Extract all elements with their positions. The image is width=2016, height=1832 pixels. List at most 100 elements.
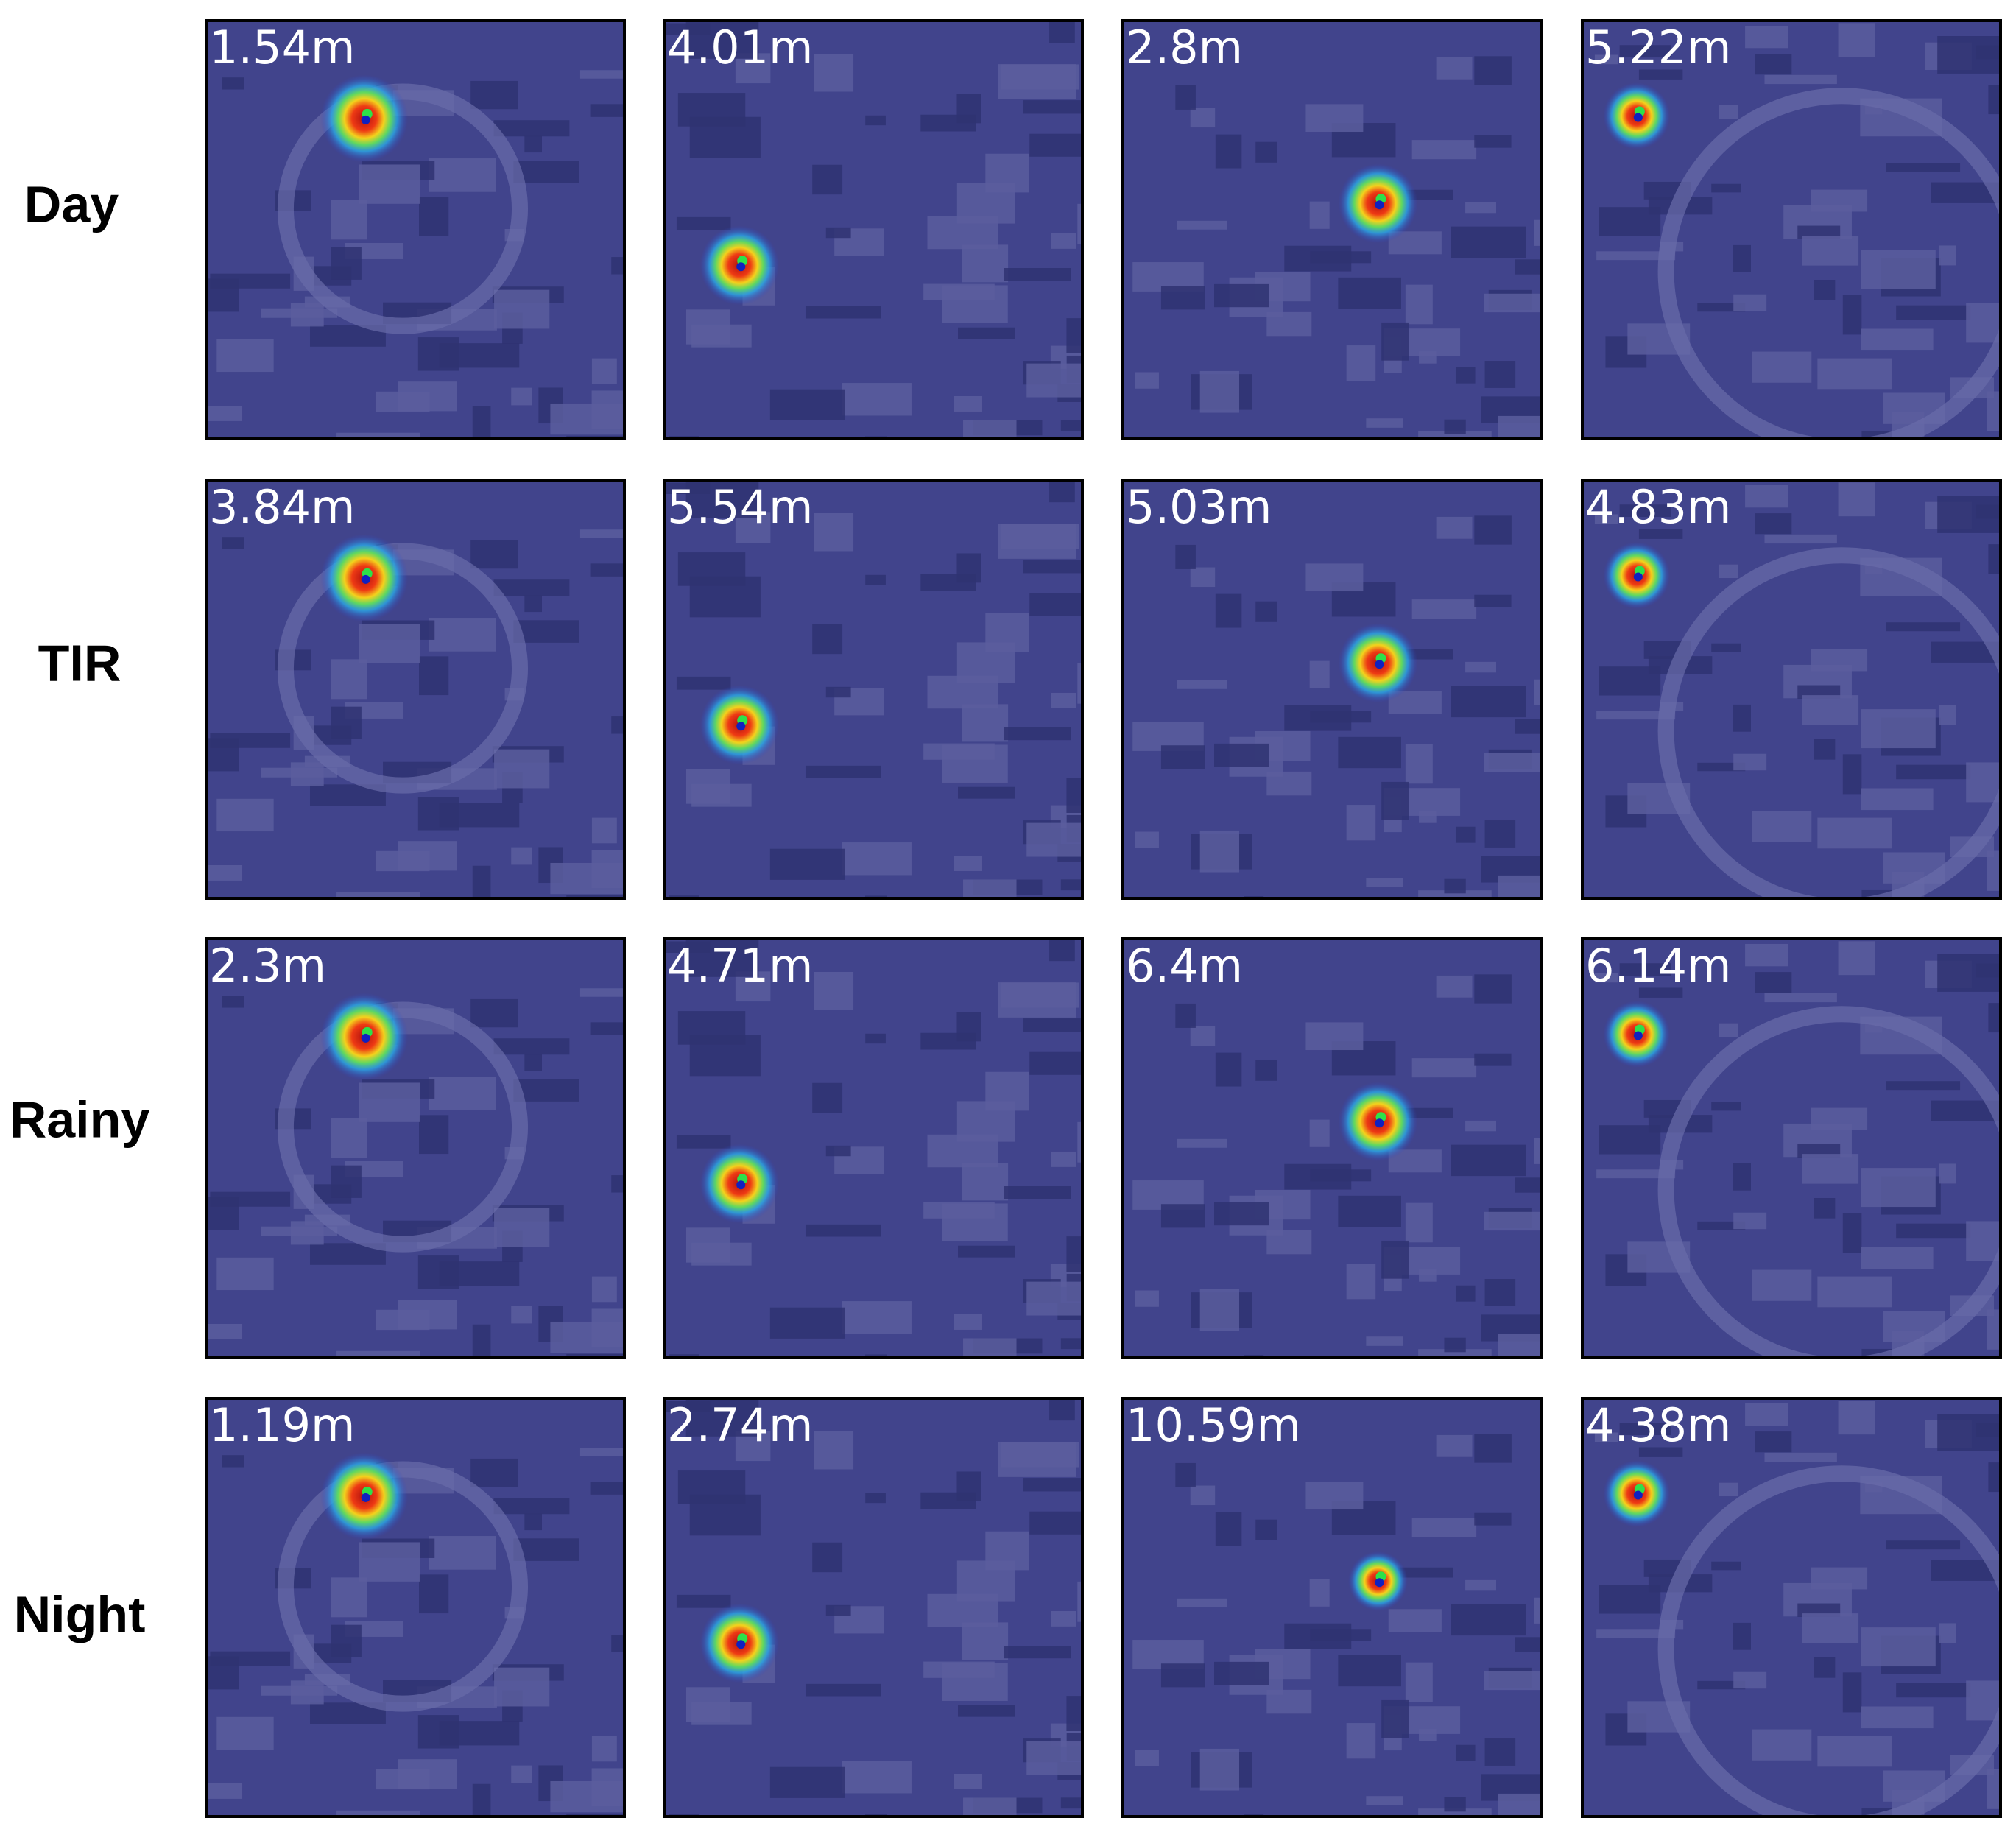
building	[216, 1257, 274, 1291]
building	[1861, 889, 1892, 898]
building	[1861, 1348, 1892, 1357]
panel-border	[663, 937, 1084, 1359]
panel-content: 2.3m	[206, 939, 624, 1357]
building	[1515, 719, 1541, 734]
building	[825, 686, 851, 698]
building	[611, 257, 624, 275]
building	[1077, 203, 1082, 244]
building	[1066, 778, 1082, 813]
building	[1451, 1604, 1526, 1636]
building	[1733, 704, 1751, 732]
building	[1594, 514, 1618, 524]
building	[1896, 305, 1971, 320]
building	[865, 1493, 886, 1504]
error-label: 10.59m	[1126, 1398, 1301, 1452]
building	[590, 563, 624, 577]
building	[579, 70, 624, 79]
building	[962, 244, 1009, 283]
building	[1215, 1512, 1242, 1546]
building	[1455, 1285, 1476, 1302]
prediction	[736, 262, 746, 272]
panel-content: 5.22m	[1582, 21, 2001, 439]
building	[1814, 1657, 1836, 1678]
building	[685, 21, 759, 59]
building	[669, 436, 699, 439]
building	[1310, 1169, 1372, 1182]
building	[1175, 85, 1196, 110]
building	[1484, 753, 1541, 772]
building	[1023, 100, 1082, 114]
building	[1451, 686, 1526, 718]
map-panel: 4.71m	[663, 937, 1084, 1359]
error-label: 4.83m	[1585, 480, 1731, 534]
building	[1733, 1622, 1751, 1650]
building	[1049, 21, 1075, 43]
building	[1444, 1337, 1466, 1353]
building	[1310, 711, 1372, 723]
building	[1619, 45, 1671, 58]
building	[985, 1071, 1029, 1111]
building	[290, 1680, 324, 1705]
prediction	[361, 574, 370, 584]
building	[566, 1813, 624, 1817]
building	[769, 389, 845, 420]
building	[1444, 1797, 1466, 1812]
building	[1988, 544, 2001, 574]
building	[1515, 259, 1541, 275]
building	[216, 798, 274, 832]
building	[611, 1175, 624, 1193]
building	[1594, 973, 1618, 983]
building	[923, 743, 995, 760]
building	[1214, 743, 1269, 767]
building	[923, 1202, 995, 1219]
building	[1135, 1750, 1159, 1766]
building	[1988, 1003, 2001, 1033]
building	[1465, 202, 1497, 214]
building	[579, 1448, 624, 1456]
panel-border	[663, 1397, 1084, 1818]
building	[920, 574, 976, 591]
building	[920, 1492, 976, 1509]
building	[1266, 771, 1312, 796]
building	[1697, 1221, 1746, 1230]
building	[1987, 1769, 2001, 1809]
building	[1861, 1627, 1936, 1667]
building	[493, 1498, 570, 1515]
building	[611, 1635, 624, 1652]
plaza	[1657, 88, 2001, 439]
building	[494, 1208, 550, 1247]
building	[1755, 513, 1792, 535]
building	[1004, 727, 1071, 741]
building	[1802, 695, 1859, 725]
plaza	[1657, 1465, 2001, 1817]
map-panel: 5.03m	[1121, 479, 1543, 900]
prediction	[1375, 200, 1384, 210]
plaza	[277, 543, 528, 794]
building	[1411, 599, 1477, 619]
building	[1719, 105, 1738, 119]
building	[685, 1398, 759, 1437]
building	[493, 120, 570, 137]
building	[1175, 1462, 1196, 1487]
building	[222, 1455, 244, 1468]
building	[1861, 788, 1934, 811]
building	[825, 1145, 851, 1157]
building	[1199, 370, 1240, 413]
building	[331, 659, 367, 700]
building	[1886, 622, 1961, 632]
panel-content: 4.71m	[664, 939, 1082, 1357]
building	[1764, 534, 1837, 544]
building	[1405, 1662, 1433, 1702]
building	[1752, 811, 1812, 842]
building	[1411, 1058, 1477, 1078]
building	[1534, 1138, 1541, 1164]
plaza	[1657, 1006, 2001, 1357]
building	[1394, 1567, 1453, 1578]
building	[1861, 1808, 1892, 1817]
building	[511, 1765, 532, 1783]
building	[1745, 25, 1788, 49]
building	[418, 1574, 449, 1614]
building	[611, 716, 624, 734]
building	[331, 200, 367, 240]
building	[1465, 1579, 1497, 1591]
